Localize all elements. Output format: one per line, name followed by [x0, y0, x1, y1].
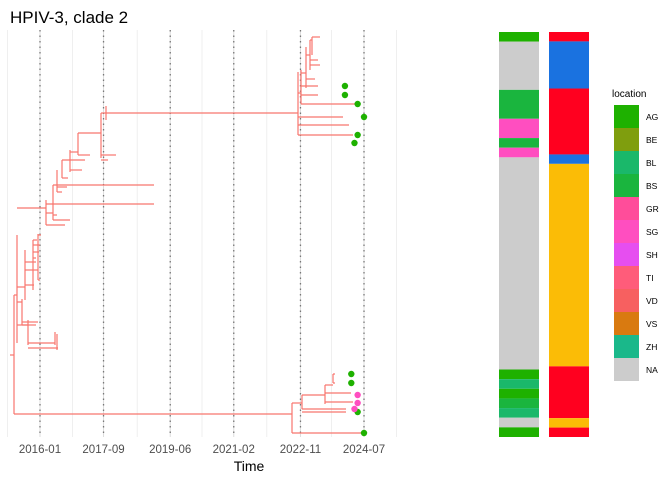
metadata-tile [499, 417, 539, 428]
legend-label: VS [646, 319, 658, 329]
location-legend: location AG BE BL BS GR SG SH TI VD VS ZH NA [612, 89, 659, 381]
tip-point [354, 391, 361, 399]
legend-swatch [614, 312, 639, 335]
tip-point [348, 370, 355, 378]
phylogenetic-tree [10, 36, 362, 434]
chart-title: HPIV-3, clade 2 [10, 8, 128, 27]
metadata-tile [499, 369, 539, 380]
legend-swatch [614, 335, 639, 358]
grid-lines [7, 30, 397, 437]
tip-point [360, 113, 368, 121]
tip-point [341, 91, 349, 99]
x-tick-label: 2021-02 [213, 444, 255, 456]
legend-swatch [614, 174, 639, 197]
metadata-tile [499, 41, 539, 90]
legend-label: BE [646, 135, 658, 145]
metadata-tile [499, 147, 539, 158]
legend-label: BL [646, 158, 657, 168]
tip-point [348, 379, 355, 387]
legend-swatch [614, 243, 639, 266]
x-tick-label: 2016-01 [19, 444, 61, 456]
tip-point [354, 131, 361, 139]
legend-label: ZH [646, 342, 657, 352]
metadata-tile [549, 88, 589, 155]
second-metadata-column [549, 32, 589, 437]
metadata-tile [499, 138, 539, 148]
legend-label: NA [646, 365, 658, 375]
legend-swatch [614, 289, 639, 312]
legend-swatch [614, 197, 639, 220]
metadata-tile [499, 157, 539, 370]
metadata-tile [549, 163, 589, 367]
x-tick-label: 2022-11 [280, 444, 321, 456]
tip-point [354, 399, 361, 407]
tip-points [341, 82, 368, 437]
legend-label: SG [646, 227, 658, 237]
legend-label: BS [646, 181, 658, 191]
metadata-tile [499, 408, 539, 418]
tip-point [351, 139, 358, 147]
tip-point [360, 429, 368, 437]
tip-point [341, 82, 349, 90]
legend-label: TI [646, 273, 654, 283]
x-tick-label: 2017-09 [82, 444, 124, 456]
metadata-tile [499, 398, 539, 409]
legend-title: location [612, 89, 646, 100]
x-tick-label: 2019-06 [149, 444, 191, 456]
metadata-tile [549, 418, 589, 428]
metadata-tile [499, 379, 539, 389]
x-tick-label: 2024-07 [343, 444, 385, 456]
legend-swatch [614, 358, 639, 381]
legend-label: VD [646, 296, 658, 306]
x-axis-title: Time [234, 458, 265, 474]
legend-swatch [614, 266, 639, 289]
tip-point [354, 100, 361, 108]
legend-swatch [614, 151, 639, 174]
metadata-tile [549, 32, 589, 42]
legend-label: AG [646, 112, 658, 122]
metadata-tile [549, 154, 589, 164]
legend-swatch [614, 128, 639, 151]
legend-swatch [614, 220, 639, 243]
metadata-tile [549, 41, 589, 89]
location-column [499, 32, 539, 437]
metadata-tile [499, 89, 539, 119]
legend-label: SH [646, 250, 658, 260]
x-tick-labels: 2016-01 2017-09 2019-06 2021-02 2022-11 2024-… [19, 444, 385, 456]
metadata-tile [549, 427, 589, 437]
legend-swatch [614, 105, 639, 128]
metadata-tile [549, 366, 589, 419]
metadata-tile [499, 32, 539, 42]
legend-label: GR [646, 204, 659, 214]
metadata-tile [499, 388, 539, 399]
metadata-tile [499, 427, 539, 437]
metadata-tile [499, 118, 539, 139]
tip-point [351, 405, 358, 413]
